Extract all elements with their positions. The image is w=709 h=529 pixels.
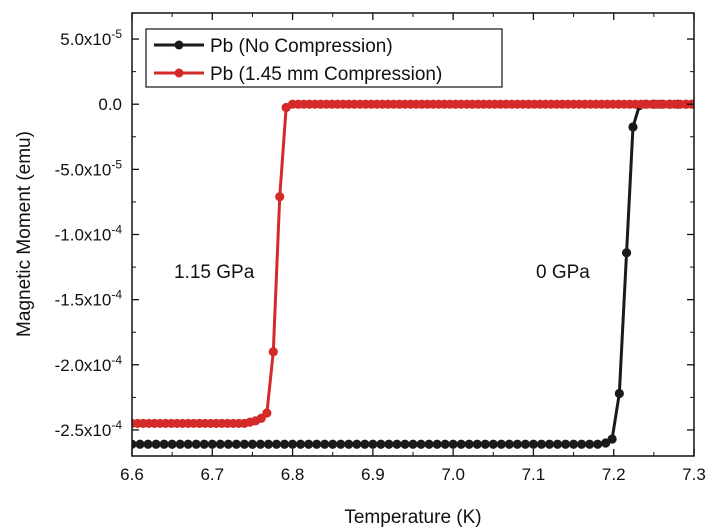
data-point	[159, 439, 169, 449]
legend: Pb (No Compression) Pb (1.45 mm Compress…	[145, 28, 503, 88]
data-point	[424, 439, 434, 449]
data-point	[135, 439, 145, 449]
data-point	[472, 439, 482, 449]
data-point	[392, 439, 402, 449]
data-point	[223, 439, 233, 449]
data-point	[336, 439, 346, 449]
data-point	[143, 439, 153, 449]
data-point	[585, 439, 595, 449]
data-point	[268, 347, 278, 357]
legend-label-no-compression: Pb (No Compression)	[210, 36, 393, 57]
y-tick-label: -2.5x10-4	[55, 418, 123, 440]
data-point	[552, 439, 563, 449]
data-point	[456, 439, 466, 449]
data-point	[262, 408, 272, 418]
data-point	[151, 439, 161, 449]
data-point	[275, 192, 285, 202]
x-axis-title: Temperature (K)	[344, 507, 481, 528]
data-point	[440, 439, 450, 449]
data-point	[231, 439, 241, 449]
legend-frame	[145, 28, 503, 88]
data-point	[167, 439, 177, 449]
legend-marker-compression	[174, 68, 184, 78]
data-point	[400, 439, 410, 449]
series-group	[132, 99, 694, 449]
data-point	[464, 439, 474, 449]
x-tick-label: 7.1	[522, 465, 546, 484]
data-point	[360, 439, 370, 449]
data-point	[621, 248, 632, 258]
y-tick-label: -1.5x10-4	[55, 288, 123, 310]
data-point	[312, 439, 322, 449]
data-point	[183, 439, 193, 449]
legend-label-compression: Pb (1.45 mm Compression)	[210, 64, 442, 85]
data-point	[207, 439, 217, 449]
data-point	[504, 439, 514, 449]
data-point	[408, 439, 418, 449]
y-tick-label: 5.0x10-5	[60, 27, 122, 49]
data-point	[199, 439, 209, 449]
data-point	[263, 439, 274, 449]
y-tick-label: 0.0	[98, 95, 122, 114]
data-point	[255, 439, 266, 449]
data-point	[607, 434, 617, 444]
annotation-1-15-gpa: 1.15 GPa	[174, 262, 255, 283]
data-point	[384, 439, 394, 449]
axis-ticks: 6.6 6.7 6.8 6.9 7.0 7.1 7.2 7.3 5.0x10-5 0.0 -5.0x…	[55, 13, 706, 484]
data-point	[536, 439, 547, 449]
data-point	[560, 439, 571, 449]
data-point	[480, 439, 490, 449]
legend-marker-no-compression	[174, 40, 184, 50]
data-point	[488, 439, 498, 449]
x-tick-label: 6.6	[120, 465, 144, 484]
data-point	[568, 439, 579, 449]
data-point	[512, 439, 522, 449]
y-axis-title: Magnetic Moment (emu)	[14, 131, 35, 337]
data-point	[432, 439, 442, 449]
data-point	[279, 439, 290, 449]
x-tick-label: 7.2	[602, 465, 626, 484]
data-point	[344, 439, 354, 449]
x-tick-label: 6.7	[200, 465, 224, 484]
data-point	[368, 439, 378, 449]
x-tick-label: 7.3	[682, 465, 706, 484]
data-point	[577, 439, 587, 449]
data-point	[593, 439, 603, 449]
data-point	[215, 439, 225, 449]
data-point	[544, 439, 555, 449]
data-point	[376, 439, 386, 449]
data-point	[320, 439, 330, 449]
data-point	[528, 439, 539, 449]
data-point	[132, 439, 137, 449]
data-point	[296, 439, 306, 449]
x-tick-label: 6.8	[281, 465, 305, 484]
data-point	[304, 439, 314, 449]
data-point	[175, 439, 185, 449]
data-point	[287, 439, 298, 449]
data-point	[520, 439, 531, 449]
y-tick-label: -2.0x10-4	[55, 353, 123, 375]
x-tick-label: 6.9	[361, 465, 385, 484]
data-point	[416, 439, 426, 449]
x-tick-label: 7.0	[441, 465, 465, 484]
plot-area	[132, 99, 694, 449]
data-point	[247, 439, 258, 449]
data-point	[628, 122, 638, 132]
y-tick-label: -5.0x10-5	[55, 157, 123, 179]
annotation-0-gpa: 0 GPa	[536, 262, 590, 283]
data-point	[239, 439, 249, 449]
data-point	[191, 439, 201, 449]
data-point	[271, 439, 282, 449]
y-tick-label: -1.0x10-4	[55, 223, 123, 245]
data-point	[496, 439, 506, 449]
data-point	[448, 439, 458, 449]
data-point	[352, 439, 362, 449]
data-point	[614, 388, 624, 399]
data-point	[328, 439, 338, 449]
